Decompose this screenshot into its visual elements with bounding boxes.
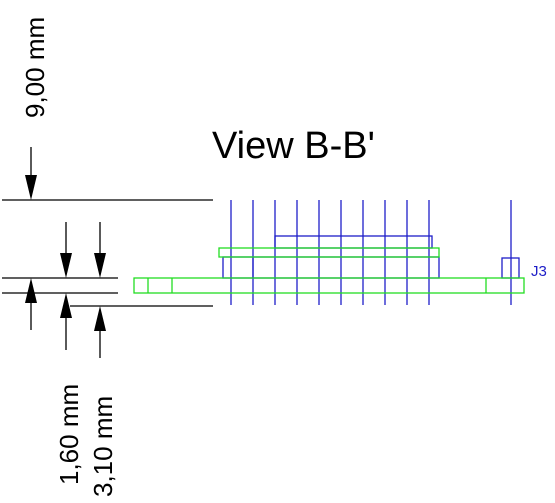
arrow-overall-height-up: [25, 278, 37, 303]
dim-label-board-thickness: 1,60 mm: [54, 384, 84, 485]
dim-label-component-offset: 3,10 mm: [88, 396, 118, 497]
header-strip-green: [218, 247, 440, 258]
arrow-component-offset-up: [94, 306, 106, 331]
pcb-outline: [133, 247, 525, 294]
arrow-component-offset-down: [94, 253, 106, 278]
arrow-board-thickness-up: [60, 293, 72, 318]
connector-pins: [230, 200, 430, 305]
dim-label-overall-height: 9,00 mm: [20, 17, 50, 118]
view-title: View B-B': [212, 125, 375, 167]
component-ref-label: J3: [531, 263, 547, 280]
arrow-board-thickness-down: [60, 253, 72, 278]
dimension-annotations: 9,00 mm 1,60 mm 3,10 mm: [2, 17, 213, 497]
arrow-overall-height-down: [25, 175, 37, 200]
connector-body-top: [274, 235, 433, 249]
pcb-board: [133, 277, 525, 294]
